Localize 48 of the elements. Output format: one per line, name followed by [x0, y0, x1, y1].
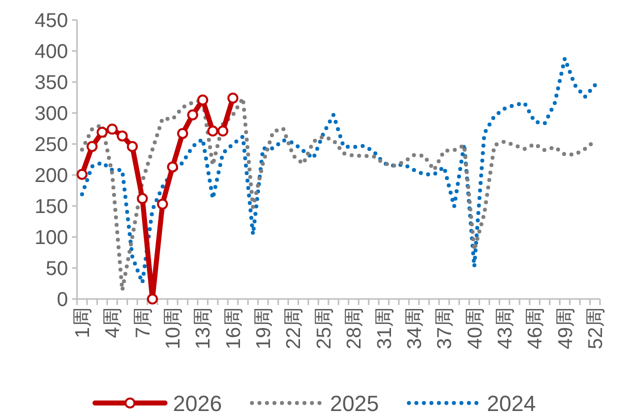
x-tick-label: 25周 — [313, 307, 336, 350]
x-tick-label: 43周 — [494, 307, 516, 350]
x-tick-label: 34周 — [404, 307, 426, 350]
point — [207, 125, 218, 136]
point — [177, 128, 188, 139]
x-tick-label: 46周 — [524, 307, 547, 350]
point — [86, 140, 98, 152]
x-tick-label: 4周 — [102, 307, 124, 338]
x-tick-label: 7周 — [132, 307, 154, 338]
x-tick-label: 49周 — [554, 307, 577, 350]
legend-label: 2026 — [173, 391, 222, 415]
y-tick-label: 450 — [34, 10, 68, 32]
point — [126, 140, 138, 152]
x-tick-label: 13周 — [192, 307, 215, 350]
x-tick-label: 19周 — [253, 307, 276, 350]
y-tick-label: 100 — [34, 227, 68, 249]
legend-label: 2024 — [486, 391, 536, 415]
line-series — [80, 56, 597, 285]
point — [187, 109, 198, 120]
point — [197, 94, 208, 106]
y-tick-label: 400 — [34, 41, 68, 63]
y-tick-label: 50 — [46, 258, 68, 280]
x-tick-label: 40周 — [464, 307, 486, 350]
legend-label: 2025 — [330, 391, 379, 415]
y-tick-label: 250 — [34, 134, 68, 156]
x-tick-label: 31周 — [374, 307, 396, 350]
y-tick-label: 200 — [34, 165, 68, 187]
point — [227, 92, 238, 104]
point — [146, 294, 158, 304]
x-tick-label: 22周 — [283, 307, 306, 350]
y-tick-label: 150 — [34, 196, 68, 218]
y-tick-label: 350 — [34, 72, 68, 94]
point — [156, 198, 168, 210]
y-tick-label: 0 — [56, 289, 68, 311]
x-tick-label: 16周 — [222, 307, 245, 350]
point — [96, 126, 108, 138]
point — [217, 125, 228, 136]
y-tick-label: 300 — [34, 103, 68, 125]
x-tick-label: 1周 — [72, 307, 94, 338]
point — [136, 193, 148, 204]
x-tick-label: 28周 — [344, 307, 366, 350]
x-tick-label: 37周 — [434, 307, 456, 350]
x-tick-label: 10周 — [162, 307, 185, 350]
point — [167, 161, 178, 172]
x-tick-label: 52周 — [584, 307, 607, 350]
point — [76, 168, 88, 180]
point — [116, 130, 128, 142]
point — [106, 124, 118, 135]
